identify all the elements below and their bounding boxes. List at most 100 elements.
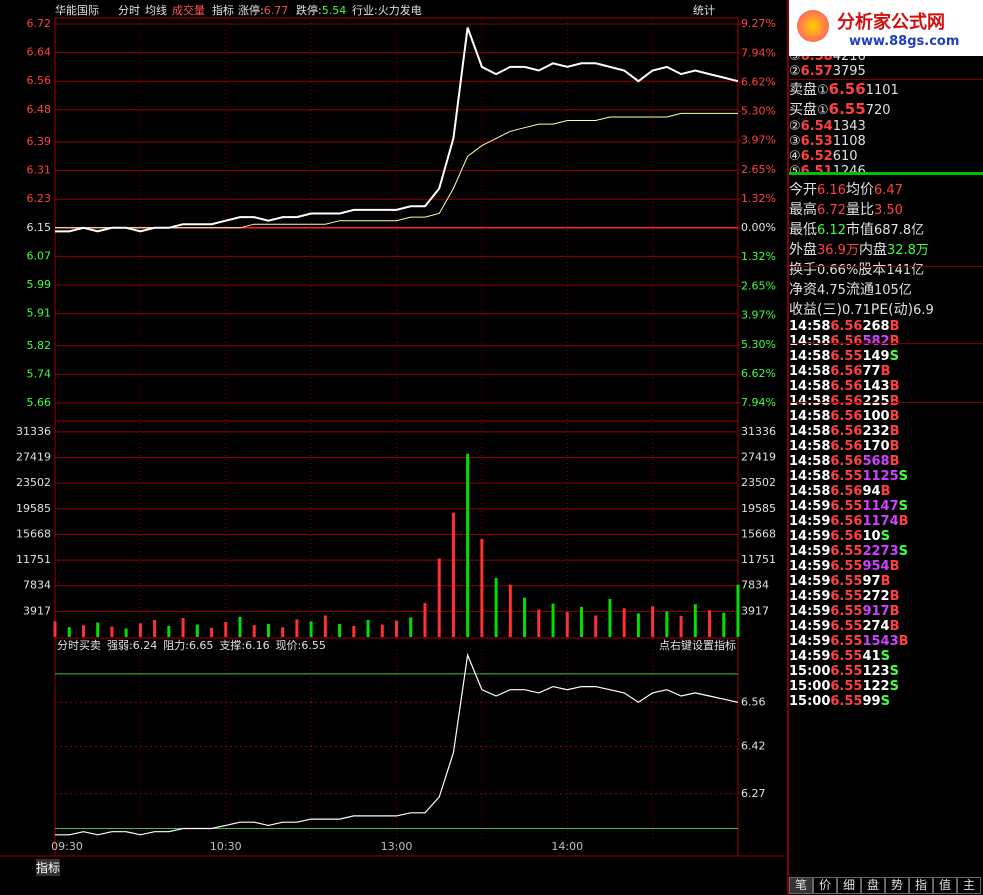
volume-bar: [352, 625, 356, 637]
stat-label: 最高: [789, 202, 817, 218]
y-tick-label: 6.31: [27, 164, 52, 177]
price-line: [55, 652, 739, 836]
indicator-stat-value: 6.55: [301, 639, 326, 652]
trade-row: 14:586.56268B: [789, 319, 983, 334]
trade-price: 6.56: [830, 409, 863, 424]
indicator-header: 分时买卖 强弱:6.24 阻力:6.65 支撑:6.16 现价:6.55: [57, 638, 326, 652]
tab[interactable]: 值: [933, 877, 957, 894]
trade-volume: 1174: [862, 514, 899, 529]
y-tick-label-right: 23502: [741, 476, 776, 489]
tab[interactable]: 势: [885, 877, 909, 894]
volume-bar: [579, 606, 583, 637]
tab[interactable]: 成交量: [0, 861, 37, 875]
trade-row: 14:596.561174B: [789, 514, 983, 529]
tab[interactable]: 盘: [861, 877, 885, 894]
volume-bar: [395, 620, 398, 637]
y-tick-label-right: 19585: [741, 502, 776, 515]
trade-time: 14:59: [789, 514, 831, 529]
tab[interactable]: 关联报价: [36, 879, 85, 893]
volume-bar: [181, 618, 185, 637]
trade-price: 6.55: [830, 679, 863, 694]
tab[interactable]: 指: [909, 877, 933, 894]
trade-price: 6.56: [830, 439, 863, 454]
trade-side: B: [889, 394, 900, 409]
legend-average[interactable]: 均线: [145, 3, 167, 17]
y-tick-label-right: 27419: [741, 451, 776, 464]
trade-price: 6.55: [830, 499, 863, 514]
stat-label: 内盘: [858, 242, 887, 258]
panel-tabs: 笔价细盘势指值主: [789, 877, 981, 894]
trade-volume: 41: [862, 649, 881, 664]
x-tick-label: 10:30: [210, 840, 242, 853]
trade-row: 15:006.5599S: [789, 694, 983, 709]
trade-price: 6.56: [830, 319, 863, 334]
order-row: ④6.52610: [789, 149, 983, 164]
indicator-button[interactable]: 指标: [212, 3, 234, 17]
trade-row: 14:586.56100B: [789, 409, 983, 424]
trade-time: 14:58: [789, 484, 831, 499]
trade-volume: 10: [862, 529, 881, 544]
indicator-stat-value: 6.65: [189, 639, 214, 652]
volume-bar: [423, 602, 427, 637]
y-tick-label: 15668: [16, 527, 51, 540]
tab[interactable]: 主: [957, 877, 981, 894]
trade-time: 14:58: [789, 349, 831, 364]
level: ③: [789, 134, 801, 149]
y2-tick-label: 6.62%: [741, 75, 776, 88]
tab[interactable]: 笔: [789, 877, 813, 894]
volume: 1101: [865, 83, 899, 98]
trade-row: 14:596.55917B: [789, 604, 983, 619]
trade-side: B: [889, 424, 900, 439]
y2-tick-label: 5.30%: [741, 338, 776, 351]
volume-title[interactable]: 成交量: [172, 3, 205, 17]
trade-time: 14:59: [789, 559, 831, 574]
trade-side: B: [889, 379, 900, 394]
tab[interactable]: 细: [837, 877, 861, 894]
volume-bar: [252, 625, 256, 637]
tab[interactable]: 量比: [60, 861, 85, 875]
volume-bar: [608, 599, 612, 637]
stat-value: 0.71: [841, 303, 871, 318]
trade-volume: 225: [862, 394, 890, 409]
trade-side: B: [880, 364, 891, 379]
trade-volume: 100: [862, 409, 890, 424]
trade-side: B: [889, 439, 900, 454]
stats-button[interactable]: 统计: [693, 4, 715, 17]
indicator-note[interactable]: 点右键设置指标: [659, 638, 736, 652]
tab[interactable]: 买卖力道: [84, 861, 133, 875]
tab[interactable]: 指标: [36, 859, 61, 876]
trade-row: 14:596.5597B: [789, 574, 983, 589]
order-row: ②6.573795: [789, 64, 983, 79]
trade-row: 14:586.55149S: [789, 349, 983, 364]
x-tick-label: 13:00: [381, 840, 413, 853]
y-tick-label: 5.66: [27, 396, 52, 409]
stat-label: 市值: [845, 222, 874, 238]
separator: [789, 266, 983, 267]
y-tick-label-right: 31336: [741, 425, 776, 438]
trade-row: 14:596.551543B: [789, 634, 983, 649]
volume: 720: [865, 103, 891, 118]
stat-value: 105亿: [873, 283, 912, 298]
trade-row: 14:586.5677B: [789, 364, 983, 379]
trade-time: 14:59: [789, 604, 831, 619]
y-tick-label: 6.56: [741, 695, 766, 708]
tab[interactable]: 竞价图: [132, 861, 169, 875]
tab[interactable]: 扩展区: [0, 879, 37, 893]
volume-bar: [508, 584, 512, 637]
volume-bar: [195, 624, 199, 637]
y-tick-label: 6.48: [27, 103, 52, 116]
trade-volume: 99: [862, 694, 881, 709]
stat-label: 换手: [789, 262, 817, 278]
volume-bar: [537, 609, 541, 637]
y-tick-label: 3917: [23, 604, 51, 617]
stat-label: 均价: [845, 182, 874, 198]
volume-bar: [110, 626, 114, 637]
tab[interactable]: 价: [813, 877, 837, 894]
trade-volume: 232: [862, 424, 890, 439]
trade-time: 14:58: [789, 319, 831, 334]
stat-value: 32.8万: [886, 243, 929, 258]
limit-down: 跌停:5.54: [296, 3, 346, 17]
trade-price: 6.55: [830, 694, 863, 709]
side-label: 卖盘: [789, 82, 817, 98]
legend-price[interactable]: 分时: [118, 4, 140, 17]
